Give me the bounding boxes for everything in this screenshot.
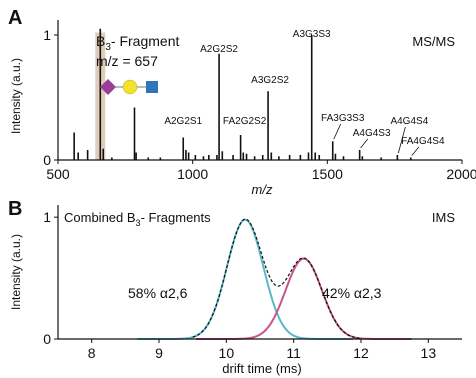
combined-fit-curve <box>192 218 362 340</box>
inset-title-main: Combined B <box>64 210 136 225</box>
fragment-label-sub: 3 <box>105 42 111 53</box>
sialic-acid-diamond-icon <box>100 79 116 95</box>
x-tick-label-a: 1000 <box>177 166 208 182</box>
series-label-a26: 58% α2,6 <box>128 285 188 301</box>
x-tick-label-a: 2000 <box>446 166 476 182</box>
annotation-pointer <box>397 126 406 154</box>
ticks-a: 500 1000 1500 2000 0 1 <box>43 27 476 182</box>
series-label-a23: 42% α2,3 <box>322 285 382 301</box>
peak-annotation-label: A3G2S2 <box>251 75 289 86</box>
panel-b: 8 9 10 11 12 13 0 1 B IMS Intensity (a.u.) drif… <box>8 198 462 376</box>
peak-annotation-label: A2G2S1 <box>164 116 202 127</box>
inset-title: Combined B3- Fragments <box>64 210 211 228</box>
y-axis-label-a: Intensity (a.u.) <box>9 58 23 134</box>
panel-letter-a: A <box>8 7 22 29</box>
peak-annotation-label: A4G4S4 <box>390 116 428 127</box>
y-tick-label-a: 1 <box>43 27 51 43</box>
fragment-mz-label: m/z = 657 <box>96 53 158 69</box>
panel-a: A2G2S1 A2G2S2 FA2G2S2 A3G2S2 A3G3S3 FA3G3S3 A4… <box>8 7 476 197</box>
x-tick-label-b: 13 <box>421 345 437 361</box>
fragment-label: B3- Fragment <box>96 33 179 53</box>
y-tick-label-a: 0 <box>43 152 51 168</box>
fragment-label-rest: - Fragment <box>111 33 180 49</box>
annotation-pointer <box>333 123 342 140</box>
x-tick-label-a: 500 <box>46 166 70 182</box>
x-tick-label-b: 8 <box>88 345 96 361</box>
x-tick-label-b: 11 <box>286 345 301 361</box>
panel-title-a: MS/MS <box>412 34 455 49</box>
peak-annotation-label: FA2G2S2 <box>223 116 267 127</box>
x-tick-label-b: 9 <box>155 345 163 361</box>
peak-annotations: A2G2S1 A2G2S2 FA2G2S2 A3G2S2 A3G3S3 FA3G3S3 A4… <box>164 29 445 156</box>
drift-curves <box>137 218 412 340</box>
inset-title-rest: - Fragments <box>141 210 212 225</box>
peak-annotation-label: A3G3S3 <box>293 29 331 40</box>
peak-annotation-label: A4G4S3 <box>353 128 391 139</box>
gaussian-curve <box>137 218 353 340</box>
y-axis-label-b: Intensity (a.u.) <box>9 234 23 310</box>
peak-annotation-label: A2G2S2 <box>200 44 238 55</box>
x-axis-label-a: m/z <box>252 182 273 197</box>
y-tick-label-b: 0 <box>43 331 51 347</box>
ticks-b: 8 9 10 11 12 13 0 1 <box>43 209 436 361</box>
annotation-pointer <box>360 138 368 149</box>
panel-title-b: IMS <box>432 210 455 225</box>
glycan-structure <box>100 79 158 95</box>
y-tick-label-b: 1 <box>43 209 51 225</box>
x-tick-label-b: 12 <box>353 345 369 361</box>
fragment-label-main: B <box>96 33 105 49</box>
peak-annotation-label: FA4G4S4 <box>401 136 445 147</box>
panel-letter-b: B <box>8 198 22 220</box>
x-axis-label-b: drift time (ms) <box>222 361 301 376</box>
peak-annotation-label: FA3G3S3 <box>321 113 365 124</box>
spectrum-peaks <box>73 28 412 160</box>
annotation-pointer <box>411 146 420 156</box>
inset-title-sub: 3 <box>136 218 141 228</box>
x-tick-label-b: 10 <box>219 345 235 361</box>
galactose-circle-icon <box>122 79 138 95</box>
glcnac-square-icon <box>146 81 158 93</box>
x-tick-label-a: 1500 <box>312 166 343 182</box>
